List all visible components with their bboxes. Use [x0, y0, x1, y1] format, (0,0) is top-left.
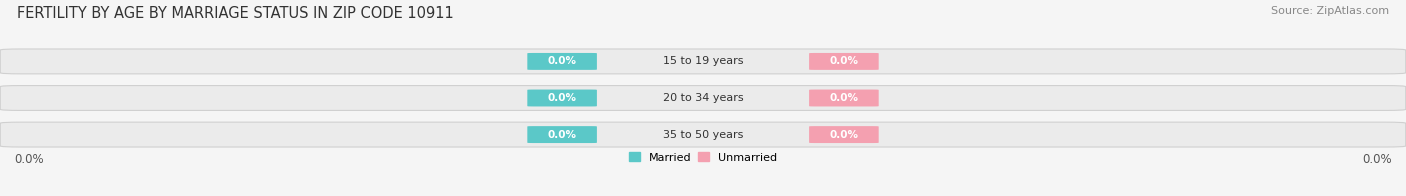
FancyBboxPatch shape — [0, 122, 1406, 147]
Text: FERTILITY BY AGE BY MARRIAGE STATUS IN ZIP CODE 10911: FERTILITY BY AGE BY MARRIAGE STATUS IN Z… — [17, 6, 454, 21]
Text: 0.0%: 0.0% — [1362, 153, 1392, 166]
Text: 0.0%: 0.0% — [830, 56, 859, 66]
FancyBboxPatch shape — [808, 90, 879, 106]
Text: 0.0%: 0.0% — [14, 153, 44, 166]
FancyBboxPatch shape — [527, 126, 598, 143]
Text: Source: ZipAtlas.com: Source: ZipAtlas.com — [1271, 6, 1389, 16]
Text: 0.0%: 0.0% — [547, 93, 576, 103]
FancyBboxPatch shape — [808, 53, 879, 70]
Text: 20 to 34 years: 20 to 34 years — [662, 93, 744, 103]
Text: 0.0%: 0.0% — [547, 130, 576, 140]
Text: 0.0%: 0.0% — [547, 56, 576, 66]
Text: 0.0%: 0.0% — [830, 130, 859, 140]
FancyBboxPatch shape — [0, 86, 1406, 110]
FancyBboxPatch shape — [527, 53, 598, 70]
Legend: Married, Unmarried: Married, Unmarried — [624, 148, 782, 167]
Text: 35 to 50 years: 35 to 50 years — [662, 130, 744, 140]
Text: 15 to 19 years: 15 to 19 years — [662, 56, 744, 66]
Text: 0.0%: 0.0% — [830, 93, 859, 103]
FancyBboxPatch shape — [527, 90, 598, 106]
FancyBboxPatch shape — [808, 126, 879, 143]
FancyBboxPatch shape — [0, 49, 1406, 74]
